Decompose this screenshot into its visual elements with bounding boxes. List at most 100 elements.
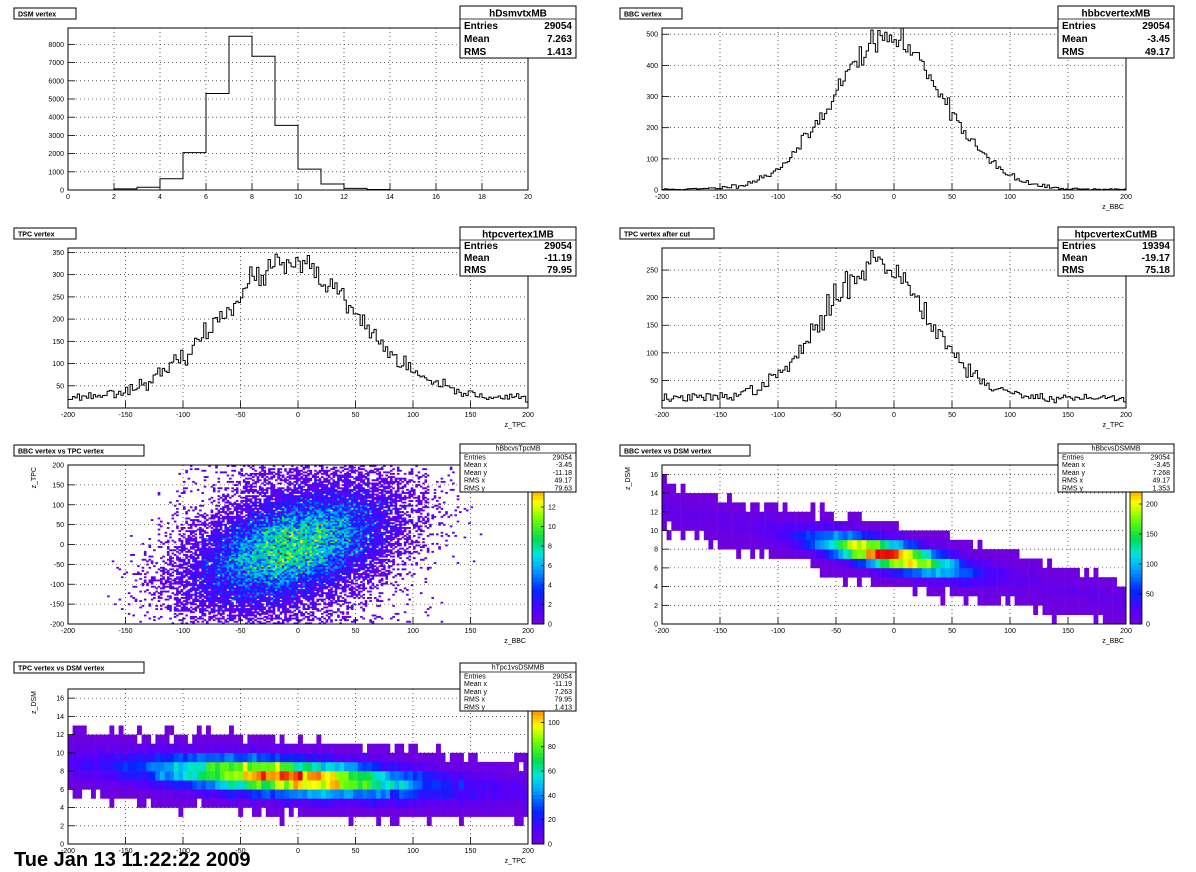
heatmap-cell xyxy=(256,517,260,520)
heatmap-cell xyxy=(295,525,299,528)
heatmap-cell xyxy=(242,566,246,569)
heatmap-cell xyxy=(247,552,250,555)
heatmap-cell xyxy=(316,569,319,572)
heatmap-cell xyxy=(245,544,248,547)
heatmap-cell xyxy=(288,577,292,580)
heatmap-cell xyxy=(215,554,218,556)
heatmap-cell xyxy=(196,620,200,623)
heatmap-cell xyxy=(295,533,299,536)
heatmap-cell xyxy=(203,515,207,518)
heatmap-cell xyxy=(187,517,191,520)
heatmap-cell xyxy=(249,484,253,486)
heatmap-cell xyxy=(304,480,308,483)
heatmap-cell xyxy=(173,606,177,609)
heatmap-cell xyxy=(185,622,188,625)
heatmap-cell xyxy=(224,487,227,490)
heatmap-cell xyxy=(284,616,287,618)
heatmap-cell xyxy=(291,488,294,491)
heatmap-cell xyxy=(183,585,186,588)
heatmap-cell xyxy=(295,562,299,564)
heatmap-cell xyxy=(277,541,280,544)
heatmap-cell xyxy=(178,619,181,622)
heatmap-cell xyxy=(240,566,244,569)
heatmap-cell xyxy=(254,581,257,583)
heatmap-cell xyxy=(286,619,290,622)
heatmap-cell xyxy=(206,563,209,566)
heatmap-cell xyxy=(279,539,283,542)
heatmap-cell xyxy=(240,517,244,520)
heatmap-cell xyxy=(238,589,241,591)
heatmap-cell xyxy=(245,503,248,506)
heatmap-cell xyxy=(217,585,221,588)
heatmap-cell xyxy=(307,612,310,615)
heatmap-cell xyxy=(240,585,244,588)
heatmap-cell xyxy=(233,550,237,553)
heatmap-cell xyxy=(217,533,221,536)
heatmap-cell xyxy=(215,523,218,526)
heatmap-cell xyxy=(176,527,179,529)
heatmap-cell xyxy=(254,488,257,491)
heatmap-cell xyxy=(300,512,303,515)
heatmap-cell xyxy=(219,562,223,564)
heatmap-cell xyxy=(187,509,191,512)
heatmap-cell xyxy=(178,563,181,566)
heatmap-cell xyxy=(307,522,310,525)
heatmap-cell xyxy=(316,590,319,593)
heatmap-cell xyxy=(217,550,221,553)
heatmap-cell xyxy=(272,490,276,493)
heatmap-cell xyxy=(314,571,317,574)
heatmap-cell xyxy=(254,520,257,523)
heatmap-cell xyxy=(254,538,257,540)
heatmap-cell xyxy=(275,504,278,507)
heatmap-cell xyxy=(277,604,280,607)
heatmap-cell xyxy=(178,604,181,607)
heatmap-cell xyxy=(229,606,232,609)
heatmap-cell xyxy=(231,585,234,588)
heatmap-cell xyxy=(256,522,260,525)
heatmap-cell xyxy=(150,519,154,521)
heatmap-cell xyxy=(238,566,241,569)
heatmap-cell xyxy=(307,568,310,571)
y-tick-label: 100 xyxy=(646,350,658,357)
heatmap-cell xyxy=(235,582,239,585)
heatmap-cell xyxy=(210,611,214,614)
heatmap-cell xyxy=(275,560,278,563)
heatmap-cell xyxy=(196,560,200,563)
heatmap-cell xyxy=(192,582,195,585)
heatmap-cell xyxy=(226,506,230,509)
heatmap-cell xyxy=(277,609,280,612)
heatmap-cell xyxy=(238,472,241,475)
heatmap-cell xyxy=(314,608,317,610)
heatmap-cell xyxy=(302,554,306,556)
heatmap-cell xyxy=(298,504,301,507)
heatmap-cell xyxy=(217,609,221,612)
heatmap-cell xyxy=(171,565,175,568)
heatmap-cell xyxy=(210,565,214,568)
heatmap-cell xyxy=(157,528,161,531)
heatmap-cell xyxy=(272,547,276,550)
heatmap-cell xyxy=(300,558,303,561)
heatmap-cell xyxy=(293,589,296,591)
heatmap-cell xyxy=(229,533,232,536)
heatmap-cell xyxy=(286,495,290,498)
heatmap-cell xyxy=(229,593,232,596)
heatmap-cell xyxy=(272,598,276,601)
heatmap-cell xyxy=(275,597,278,599)
heatmap-cell xyxy=(281,582,285,585)
heatmap-cell xyxy=(291,517,294,520)
heatmap-cell xyxy=(210,552,214,555)
heatmap-cell xyxy=(240,500,244,502)
heatmap-cell xyxy=(212,600,216,602)
heatmap-cell xyxy=(169,563,172,566)
heatmap-cell xyxy=(263,535,267,537)
heatmap-cell xyxy=(215,557,218,560)
heatmap-cell xyxy=(291,571,294,574)
stats-value: 29054 xyxy=(1142,21,1170,32)
heatmap-cell xyxy=(208,585,211,588)
heatmap-cell xyxy=(249,485,253,488)
heatmap-cell xyxy=(233,579,237,582)
heatmap-cell xyxy=(265,579,269,582)
heatmap-cell xyxy=(293,617,296,620)
heatmap-cell xyxy=(277,560,280,563)
heatmap-cell xyxy=(185,597,188,599)
